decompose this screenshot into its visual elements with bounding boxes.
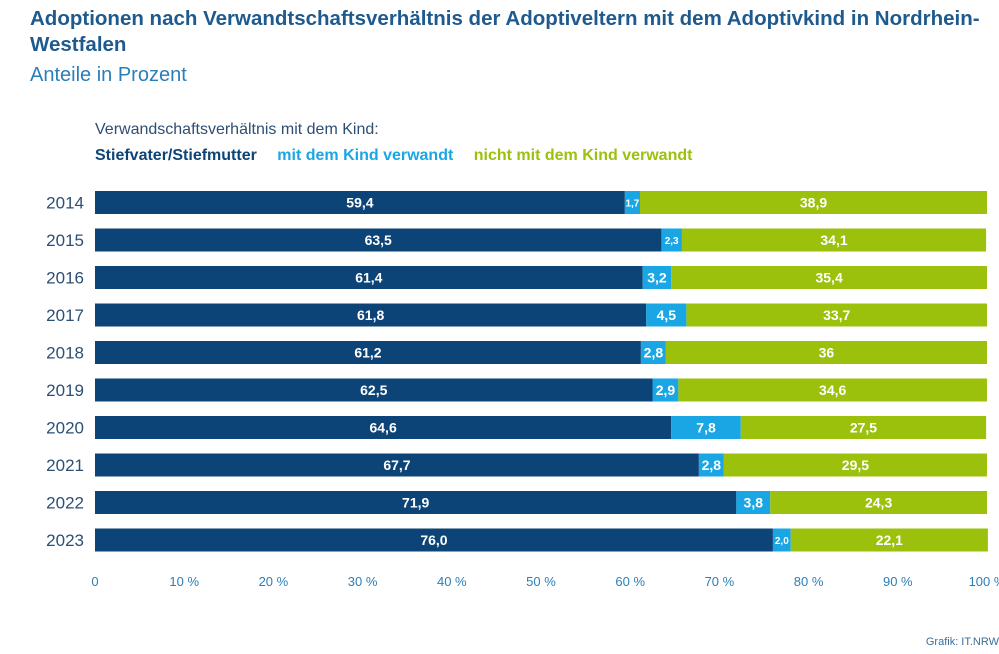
x-tick-label-50: 50 % — [526, 574, 556, 589]
bar-2016-series-2 — [671, 266, 987, 289]
chart-subtitle: Anteile in Prozent — [30, 64, 187, 86]
data-label-2018-series-2: 36 — [819, 345, 835, 361]
x-tick-label-30: 30 % — [348, 574, 378, 589]
data-label-2019-series-0: 62,5 — [360, 382, 387, 398]
data-label-2021-series-0: 67,7 — [383, 457, 410, 473]
data-label-2023-series-0: 76,0 — [420, 532, 447, 548]
legend-entry-stiefeltern: Stiefvater/Stiefmutter — [95, 147, 257, 164]
bar-2014-series-0 — [95, 191, 625, 214]
x-tick-label-80: 80 % — [794, 574, 824, 589]
legend-entry-verwandt: mit dem Kind verwandt — [277, 147, 454, 164]
year-label-2018: 2018 — [46, 344, 84, 363]
bar-2019-series-1 — [652, 378, 679, 402]
year-label-2016: 2016 — [46, 269, 84, 288]
bar-2020-series-2 — [740, 416, 987, 439]
data-label-2020-series-2: 27,5 — [850, 420, 877, 436]
bar-2022-series-0 — [95, 491, 737, 514]
year-label-2020: 2020 — [46, 419, 84, 438]
bar-2016-series-1 — [642, 266, 672, 289]
bar-2016-series-0 — [95, 266, 643, 289]
bar-2023-series-0 — [95, 528, 773, 552]
data-label-2021-series-2: 29,5 — [842, 457, 869, 473]
data-label-2022-series-0: 71,9 — [402, 495, 429, 511]
bar-2015-series-2 — [681, 228, 987, 252]
bar-2017-series-2 — [686, 303, 987, 327]
bar-2018-series-1 — [640, 341, 666, 364]
bar-2020-series-1 — [671, 416, 741, 439]
year-label-2023: 2023 — [46, 531, 84, 550]
data-label-2016-series-1: 3,2 — [647, 270, 667, 286]
bar-2019-series-2 — [678, 378, 987, 402]
data-label-2017-series-0: 61,8 — [357, 307, 384, 323]
bar-2017-series-0 — [95, 303, 647, 327]
data-label-2015-series-1: 2,3 — [665, 236, 679, 247]
data-label-2023-series-1: 2,0 — [775, 536, 789, 547]
data-label-2015-series-0: 63,5 — [365, 232, 392, 248]
data-label-2021-series-1: 2,8 — [702, 457, 722, 473]
data-label-2017-series-2: 33,7 — [823, 307, 850, 323]
year-label-2022: 2022 — [46, 494, 84, 513]
data-label-2014-series-1: 1,7 — [625, 199, 639, 210]
bar-2022-series-1 — [736, 491, 771, 514]
data-label-2015-series-2: 34,1 — [820, 232, 847, 248]
x-tick-label-90: 90 % — [883, 574, 913, 589]
data-label-2018-series-0: 61,2 — [354, 345, 381, 361]
data-label-2014-series-0: 59,4 — [346, 195, 373, 211]
data-label-2020-series-1: 7,8 — [696, 420, 716, 436]
year-label-2019: 2019 — [46, 381, 84, 400]
year-label-2015: 2015 — [46, 231, 84, 250]
bar-2022-series-2 — [770, 491, 987, 514]
x-tick-label-10: 10 % — [169, 574, 199, 589]
data-label-2022-series-2: 24,3 — [865, 495, 892, 511]
bar-2015-series-1 — [661, 228, 682, 252]
bar-2023-series-1 — [772, 528, 791, 552]
year-label-2017: 2017 — [46, 306, 84, 325]
bar-2014-series-2 — [640, 191, 987, 214]
bar-2017-series-1 — [646, 303, 687, 327]
year-label-2014: 2014 — [46, 194, 84, 213]
x-tick-label-60: 60 % — [615, 574, 645, 589]
bar-2019-series-0 — [95, 378, 653, 402]
x-tick-label-100: 100 % — [969, 574, 999, 589]
bar-2021-series-0 — [95, 453, 699, 477]
bar-2014-series-1 — [624, 191, 641, 214]
year-label-2021: 2021 — [46, 456, 84, 475]
legend: Stiefvater/Stiefmutter mit dem Kind verw… — [95, 147, 708, 165]
bar-2023-series-2 — [790, 528, 988, 552]
x-tick-label-40: 40 % — [437, 574, 467, 589]
bar-2015-series-0 — [95, 228, 662, 252]
bar-2018-series-2 — [665, 341, 987, 364]
bar-2021-series-2 — [723, 453, 987, 477]
legend-entry-nicht-verwandt: nicht mit dem Kind verwandt — [473, 147, 693, 164]
bar-2018-series-0 — [95, 341, 641, 364]
data-label-2019-series-2: 34,6 — [819, 382, 846, 398]
x-tick-label-0: 0 — [91, 574, 98, 589]
data-label-2016-series-2: 35,4 — [815, 270, 842, 286]
bar-2020-series-0 — [95, 416, 672, 439]
legend-title: Verwandschaftsverhältnis mit dem Kind: — [95, 121, 379, 138]
data-label-2023-series-2: 22,1 — [876, 532, 903, 548]
chart-title: Adoptionen nach Verwandtschaftsverhältni… — [30, 7, 980, 56]
data-label-2014-series-2: 38,9 — [800, 195, 827, 211]
x-tick-label-70: 70 % — [705, 574, 735, 589]
data-label-2022-series-1: 3,8 — [744, 495, 764, 511]
data-label-2018-series-1: 2,8 — [644, 345, 664, 361]
data-label-2016-series-0: 61,4 — [355, 270, 382, 286]
data-label-2020-series-0: 64,6 — [369, 420, 396, 436]
data-label-2017-series-1: 4,5 — [657, 307, 677, 323]
x-tick-label-20: 20 % — [259, 574, 289, 589]
source-credit: Grafik: IT.NRW — [925, 636, 999, 648]
bar-2021-series-1 — [698, 453, 724, 477]
data-label-2019-series-1: 2,9 — [656, 382, 676, 398]
